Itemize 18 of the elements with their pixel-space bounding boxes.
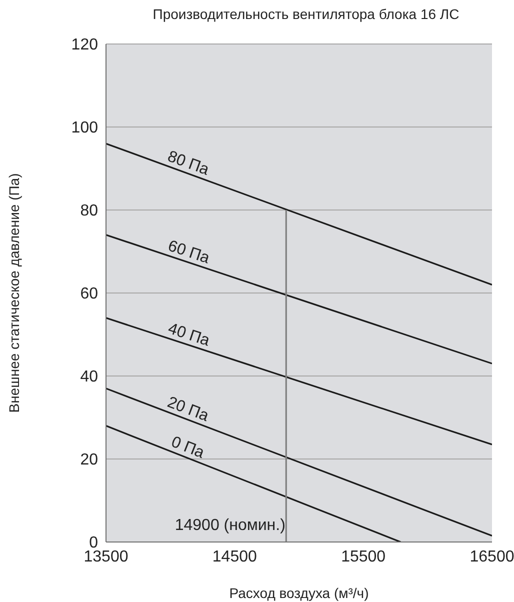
y-tick-label: 40 [80,368,98,386]
annotation: 14900 (номин.) [174,517,286,534]
text: 40 Па [166,320,212,350]
y-tick-label: 20 [80,452,98,469]
text: 80 Па [165,148,212,179]
y-axis-title: Внешнее статическое давление (Па) [6,173,22,413]
text: 0 Па [168,434,207,462]
text: 20 Па [164,394,211,426]
y-tick-label: 60 [80,286,98,303]
x-axis-title: Расход воздуха (м³/ч) [229,585,369,601]
chart-title: Производительность вентилятора блока 16 ЛС [152,6,460,22]
x-tick-label: 16500 [470,548,514,566]
x-tick-label: 14500 [212,548,258,566]
x-tick-label: 15500 [341,548,386,566]
text: 60 Па [166,238,212,268]
y-tick-label: 100 [71,120,98,137]
y-tick-label: 80 [80,202,98,220]
y-tick-label: 120 [71,36,98,54]
